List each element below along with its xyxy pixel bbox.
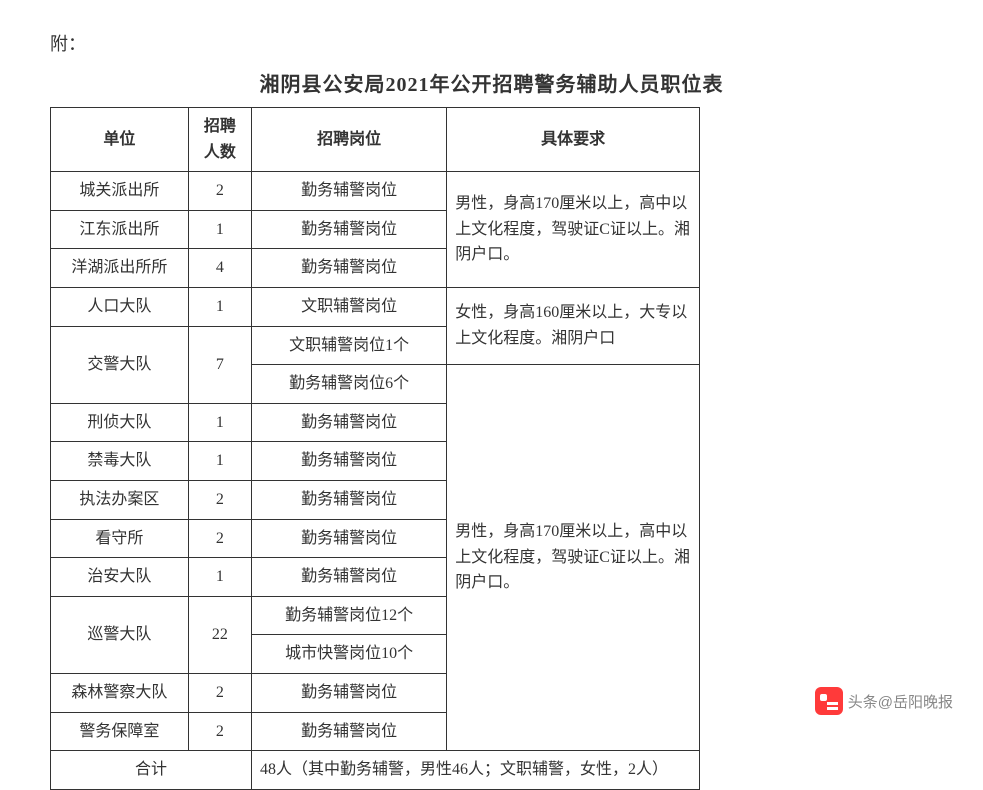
cell-unit: 警务保障室 [51, 712, 189, 751]
toutiao-icon [815, 687, 843, 715]
cell-unit: 人口大队 [51, 287, 189, 326]
cell-count: 1 [188, 287, 251, 326]
header-requirement: 具体要求 [447, 108, 700, 172]
cell-position: 城市快警岗位10个 [252, 635, 447, 674]
attachment-label: 附： [50, 30, 933, 56]
cell-count: 4 [188, 249, 251, 288]
cell-count: 2 [188, 673, 251, 712]
cell-position: 勤务辅警岗位 [252, 442, 447, 481]
cell-unit: 江东派出所 [51, 210, 189, 249]
cell-position: 勤务辅警岗位 [252, 712, 447, 751]
cell-position: 勤务辅警岗位12个 [252, 596, 447, 635]
cell-count: 2 [188, 712, 251, 751]
table-row: 城关派出所 2 勤务辅警岗位 男性，身高170厘米以上，高中以上文化程度，驾驶证… [51, 172, 700, 211]
cell-requirement: 女性，身高160厘米以上，大专以上文化程度。湘阴户口 [447, 287, 700, 364]
table-row: 人口大队 1 文职辅警岗位 女性，身高160厘米以上，大专以上文化程度。湘阴户口 [51, 287, 700, 326]
position-table: 单位 招聘 人数 招聘岗位 具体要求 城关派出所 2 勤务辅警岗位 男性，身高1… [50, 107, 700, 790]
cell-unit: 洋湖派出所所 [51, 249, 189, 288]
header-unit: 单位 [51, 108, 189, 172]
total-row: 合计 48人（其中勤务辅警，男性46人；文职辅警，女性，2人） [51, 751, 700, 790]
cell-unit: 治安大队 [51, 558, 189, 597]
cell-position: 勤务辅警岗位6个 [252, 365, 447, 404]
cell-count: 2 [188, 172, 251, 211]
cell-position: 勤务辅警岗位 [252, 480, 447, 519]
cell-unit: 城关派出所 [51, 172, 189, 211]
cell-requirement: 男性，身高170厘米以上，高中以上文化程度，驾驶证C证以上。湘阴户口。 [447, 172, 700, 288]
cell-requirement: 男性，身高170厘米以上，高中以上文化程度，驾驶证C证以上。湘阴户口。 [447, 365, 700, 751]
cell-position: 勤务辅警岗位 [252, 210, 447, 249]
total-text: 48人（其中勤务辅警，男性46人；文职辅警，女性，2人） [252, 751, 700, 790]
cell-position: 文职辅警岗位 [252, 287, 447, 326]
cell-count: 1 [188, 403, 251, 442]
header-position: 招聘岗位 [252, 108, 447, 172]
cell-position: 勤务辅警岗位 [252, 673, 447, 712]
cell-position: 文职辅警岗位1个 [252, 326, 447, 365]
cell-position: 勤务辅警岗位 [252, 403, 447, 442]
cell-unit: 森林警察大队 [51, 673, 189, 712]
watermark: 头条@岳阳晚报 [815, 687, 953, 715]
header-row: 单位 招聘 人数 招聘岗位 具体要求 [51, 108, 700, 172]
header-count: 招聘 人数 [188, 108, 251, 172]
document-title: 湘阴县公安局2021年公开招聘警务辅助人员职位表 [50, 68, 933, 97]
total-label: 合计 [51, 751, 252, 790]
cell-unit: 交警大队 [51, 326, 189, 403]
cell-count: 1 [188, 442, 251, 481]
cell-count: 22 [188, 596, 251, 673]
cell-count: 1 [188, 210, 251, 249]
cell-unit: 执法办案区 [51, 480, 189, 519]
cell-unit: 刑侦大队 [51, 403, 189, 442]
cell-position: 勤务辅警岗位 [252, 249, 447, 288]
cell-position: 勤务辅警岗位 [252, 172, 447, 211]
cell-unit: 看守所 [51, 519, 189, 558]
cell-count: 2 [188, 519, 251, 558]
cell-position: 勤务辅警岗位 [252, 519, 447, 558]
cell-count: 7 [188, 326, 251, 403]
cell-unit: 禁毒大队 [51, 442, 189, 481]
cell-unit: 巡警大队 [51, 596, 189, 673]
watermark-text: 头条@岳阳晚报 [848, 691, 953, 712]
cell-count: 2 [188, 480, 251, 519]
cell-position: 勤务辅警岗位 [252, 558, 447, 597]
cell-count: 1 [188, 558, 251, 597]
